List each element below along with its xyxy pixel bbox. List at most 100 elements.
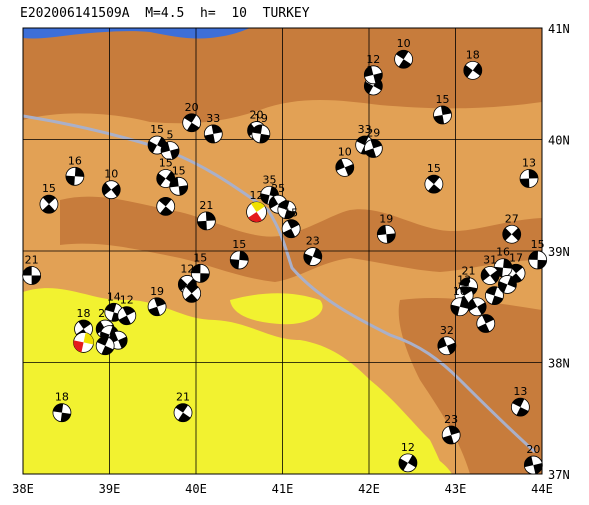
compressional-quadrant xyxy=(96,321,106,334)
event-depth-label: 15 xyxy=(150,123,164,136)
compressional-quadrant xyxy=(398,458,408,471)
longitude-tick-label: 40E xyxy=(185,482,207,496)
compressional-quadrant xyxy=(96,336,109,346)
event-depth-label: 12 xyxy=(250,189,264,202)
compressional-quadrant xyxy=(459,286,472,296)
event-depth-label: 10 xyxy=(397,37,411,50)
compressional-quadrant xyxy=(148,306,161,316)
event-beachball xyxy=(437,336,457,356)
compressional-quadrant xyxy=(335,159,345,171)
compressional-quadrant xyxy=(178,278,188,291)
compressional-quadrant xyxy=(169,177,179,188)
event-beachball xyxy=(147,297,167,317)
compressional-quadrant xyxy=(73,340,84,353)
event-beachball xyxy=(182,283,202,303)
event-depth-label: 12 xyxy=(401,441,415,454)
event-beachball xyxy=(497,275,517,294)
event-beachball xyxy=(117,306,137,326)
compressional-quadrant xyxy=(284,209,296,219)
latitude-tick-label: 39N xyxy=(548,245,570,259)
terrain-lowland-patch xyxy=(230,293,323,325)
compressional-quadrant xyxy=(344,164,354,176)
event-depth-label: 12 xyxy=(366,53,380,66)
event-depth-label: 32 xyxy=(440,324,454,337)
compressional-quadrant xyxy=(101,345,114,355)
event-depth-label: 19 xyxy=(254,112,268,125)
event-depth-label: 19 xyxy=(150,285,164,298)
compressional-quadrant xyxy=(528,169,539,179)
event-depth-label: 21 xyxy=(25,254,39,267)
compressional-quadrant xyxy=(248,211,263,222)
compressional-quadrant xyxy=(448,425,460,435)
compressional-quadrant xyxy=(407,455,417,468)
terrain-highland-central xyxy=(60,196,542,282)
compressional-quadrant xyxy=(442,434,454,444)
compressional-quadrant xyxy=(377,225,387,236)
compressional-quadrant xyxy=(184,293,198,303)
compressional-quadrant xyxy=(211,124,223,134)
compressional-quadrant xyxy=(472,63,482,76)
compressional-quadrant xyxy=(159,206,173,216)
event-depth-label: 21 xyxy=(176,391,190,404)
event-depth-label: 5 xyxy=(167,129,174,142)
compressional-quadrant xyxy=(118,315,131,325)
event-beachball xyxy=(277,200,297,220)
event-depth-label: 15 xyxy=(42,182,56,195)
latitude-tick-label: 38N xyxy=(548,357,570,371)
latitude-tick-label: 41N xyxy=(548,22,570,36)
event-depth-label: 18 xyxy=(77,307,91,320)
event-depth-label: 18 xyxy=(55,391,69,404)
event-beachball xyxy=(160,141,180,161)
event-beachball xyxy=(335,157,355,177)
compressional-quadrant xyxy=(42,204,56,214)
compressional-quadrant xyxy=(498,281,508,293)
event-depth-label: 15 xyxy=(427,162,441,175)
main-event-beachball xyxy=(246,201,267,223)
event-beachball xyxy=(480,266,500,285)
compressional-quadrant xyxy=(161,141,171,153)
compressional-quadrant xyxy=(427,184,441,194)
compressional-quadrant xyxy=(102,182,112,196)
compressional-quadrant xyxy=(511,227,521,241)
event-depth-label: 16 xyxy=(68,154,82,167)
longitude-tick-label: 42E xyxy=(358,482,380,496)
compressional-quadrant xyxy=(247,123,257,137)
event-depth-label: 15 xyxy=(531,238,545,251)
event-depth-label: 21 xyxy=(461,265,475,278)
compressional-quadrant xyxy=(459,277,471,287)
event-beachball xyxy=(502,224,522,244)
compressional-quadrant xyxy=(468,298,478,312)
event-beachball xyxy=(463,60,483,80)
compressional-quadrant xyxy=(440,105,452,115)
compressional-quadrant xyxy=(111,184,121,197)
event-beachball xyxy=(229,250,249,270)
compressional-quadrant xyxy=(364,148,377,158)
longitude-tick-label: 43E xyxy=(445,482,467,496)
event-beachball xyxy=(519,169,539,188)
sea-area xyxy=(23,28,250,39)
latitude-labels: 41N 40N 39N 38N 37N xyxy=(548,22,570,482)
event-depth-label: 15 xyxy=(436,93,450,106)
compressional-quadrant xyxy=(177,412,191,422)
event-depth-label: 20 xyxy=(185,101,199,114)
event-beachball xyxy=(251,124,271,144)
event-beachball xyxy=(190,263,210,283)
compressional-quadrant xyxy=(433,114,445,124)
fault-line xyxy=(23,114,537,454)
event-depth-label: 15 xyxy=(193,251,207,264)
compressional-quadrant xyxy=(260,193,270,205)
compressional-quadrant xyxy=(524,456,534,468)
compressional-quadrant xyxy=(364,81,374,94)
compressional-quadrant xyxy=(528,250,538,260)
event-beachball xyxy=(441,425,461,445)
event-beachball xyxy=(510,397,530,417)
event-depth-label: 12 xyxy=(180,262,194,275)
compressional-quadrant xyxy=(427,175,440,185)
compressional-quadrant xyxy=(533,463,543,474)
event-beachball xyxy=(363,65,383,85)
event-depth-label: 19 xyxy=(379,212,393,225)
event-depth-label: 16 xyxy=(496,246,510,259)
focal-mechanisms: 2115161018182114121915520331515211215152… xyxy=(22,37,548,475)
main-event-beachball xyxy=(73,332,94,353)
event-beachball xyxy=(433,105,452,125)
